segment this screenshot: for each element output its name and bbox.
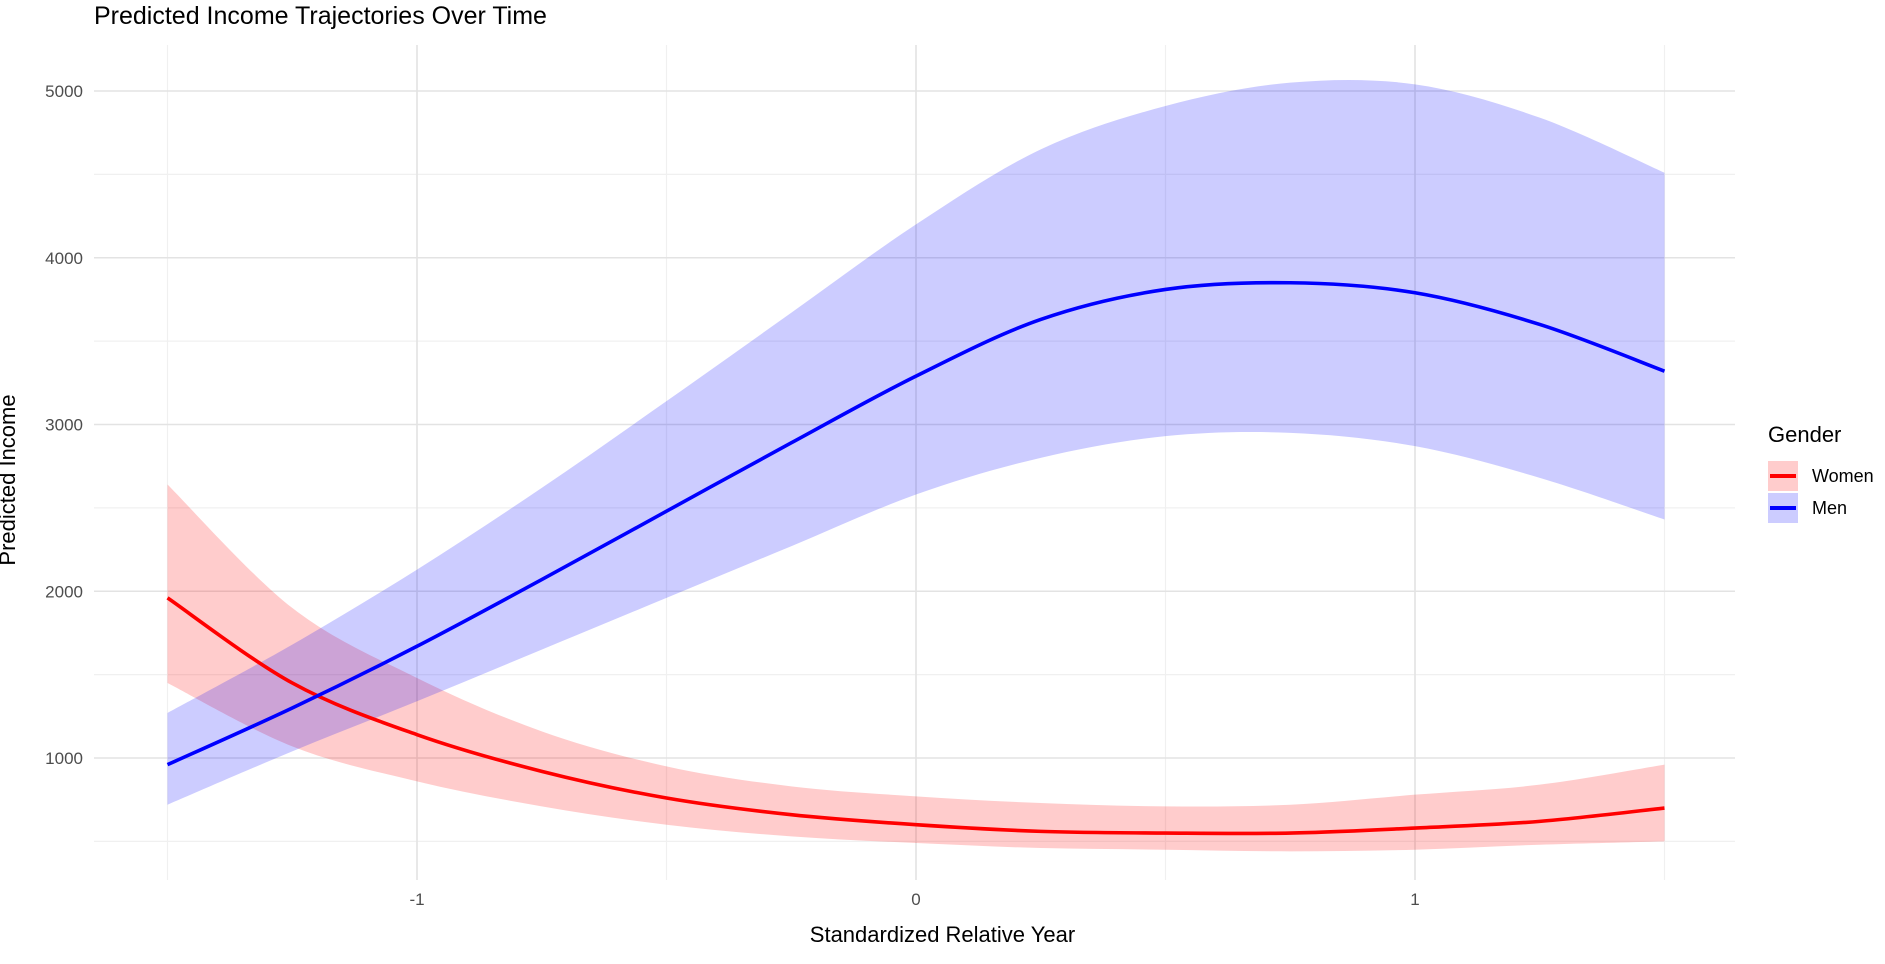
legend-title: Gender [1768,422,1842,447]
y-tick-label: 4000 [45,249,83,268]
legend-label-women: Women [1812,465,1874,486]
minor-gridlines [94,45,1735,880]
y-axis-label: Predicted Income [0,394,20,566]
x-axis-label: Standardized Relative Year [809,922,1076,947]
confidence-bands [167,79,1665,852]
y-tick-label: 1000 [45,749,83,768]
major-gridlines [94,45,1735,880]
y-tick-label: 5000 [45,82,83,101]
line-women [166,596,1665,836]
series-lines [166,280,1666,836]
legend-item-women: Women [1768,460,1874,492]
x-axis-ticks: -1 0 1 [409,890,1419,909]
x-tick-label: -1 [409,890,424,909]
band-men [167,79,1665,805]
line-men [166,280,1666,767]
legend: Gender Women Men [1768,422,1874,524]
y-axis-ticks: 1000 2000 3000 4000 5000 [45,82,83,768]
legend-label-men: Men [1812,497,1848,518]
legend-item-men: Men [1768,492,1874,524]
y-tick-label: 2000 [45,582,83,601]
band-women [167,484,1665,852]
chart-title: Predicted Income Trajectories Over Time [94,2,547,30]
y-tick-label: 3000 [45,416,83,435]
x-tick-label: 1 [1410,890,1419,909]
legend-key-women [1768,461,1798,491]
legend-key-men [1768,493,1798,523]
x-tick-label: 0 [911,890,920,909]
